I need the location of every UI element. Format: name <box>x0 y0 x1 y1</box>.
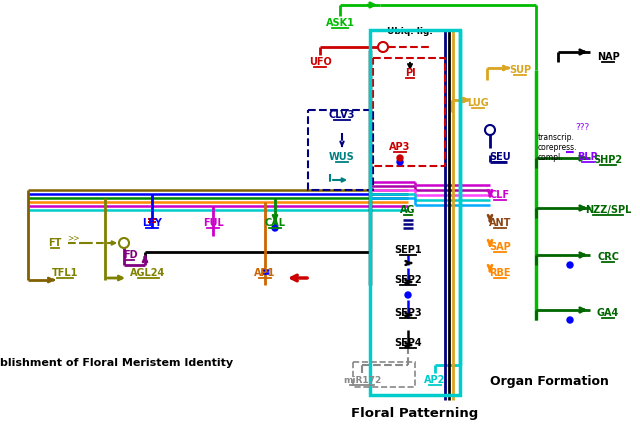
Text: NAP: NAP <box>596 52 620 62</box>
Text: CAL: CAL <box>264 218 285 228</box>
Text: AGL24: AGL24 <box>131 268 166 278</box>
Text: AP3: AP3 <box>389 142 411 152</box>
Text: PI: PI <box>404 68 415 78</box>
Circle shape <box>397 155 403 161</box>
Text: SEP2: SEP2 <box>394 275 422 285</box>
Text: ANT: ANT <box>489 218 511 228</box>
Circle shape <box>567 317 573 323</box>
Text: SEP4: SEP4 <box>394 338 422 348</box>
Text: CLV3: CLV3 <box>329 110 355 120</box>
Text: SEU: SEU <box>489 152 511 162</box>
Text: >>: >> <box>67 233 79 242</box>
Bar <box>353 362 415 387</box>
Text: BLR: BLR <box>577 152 598 162</box>
Circle shape <box>567 262 573 268</box>
Text: compl.: compl. <box>538 153 564 162</box>
Text: corepress.: corepress. <box>538 143 577 152</box>
Text: CLF: CLF <box>490 190 510 200</box>
Text: miR172: miR172 <box>343 376 381 385</box>
Text: Ubiq. lig.: Ubiq. lig. <box>387 28 433 37</box>
Text: TFL1: TFL1 <box>52 268 78 278</box>
Text: NZZ/SPL: NZZ/SPL <box>585 205 631 215</box>
Text: FD: FD <box>123 250 138 260</box>
Text: RBE: RBE <box>489 268 511 278</box>
Bar <box>308 110 373 190</box>
Text: AP1: AP1 <box>254 268 276 278</box>
Text: Organ Formation: Organ Formation <box>490 375 609 388</box>
Circle shape <box>405 292 411 298</box>
Text: SEP3: SEP3 <box>394 308 422 318</box>
Circle shape <box>397 159 403 165</box>
Text: SEP1: SEP1 <box>394 245 422 255</box>
Circle shape <box>485 125 495 135</box>
Text: blishment of Floral Meristem Identity: blishment of Floral Meristem Identity <box>0 358 233 368</box>
Bar <box>370 30 460 395</box>
Text: FUL: FUL <box>203 218 223 228</box>
Text: ???: ??? <box>575 123 589 132</box>
Text: LUG: LUG <box>467 98 489 108</box>
Text: AP2: AP2 <box>424 375 445 385</box>
Text: SAP: SAP <box>489 242 511 252</box>
Circle shape <box>378 42 388 52</box>
Text: Floral Patterning: Floral Patterning <box>351 407 479 420</box>
Text: CRC: CRC <box>597 252 619 262</box>
Text: LFY: LFY <box>142 218 162 228</box>
Text: WUS: WUS <box>329 152 355 162</box>
Bar <box>373 58 445 166</box>
Text: FT: FT <box>48 238 61 248</box>
Text: SUP: SUP <box>509 65 531 75</box>
Text: UFO: UFO <box>308 57 332 67</box>
Circle shape <box>272 225 278 231</box>
Text: transcrip.: transcrip. <box>538 133 575 142</box>
Text: GA4: GA4 <box>597 308 619 318</box>
Text: SHP2: SHP2 <box>593 155 623 165</box>
Circle shape <box>119 238 129 248</box>
Text: AG: AG <box>400 205 416 215</box>
Text: ASK1: ASK1 <box>326 18 355 28</box>
